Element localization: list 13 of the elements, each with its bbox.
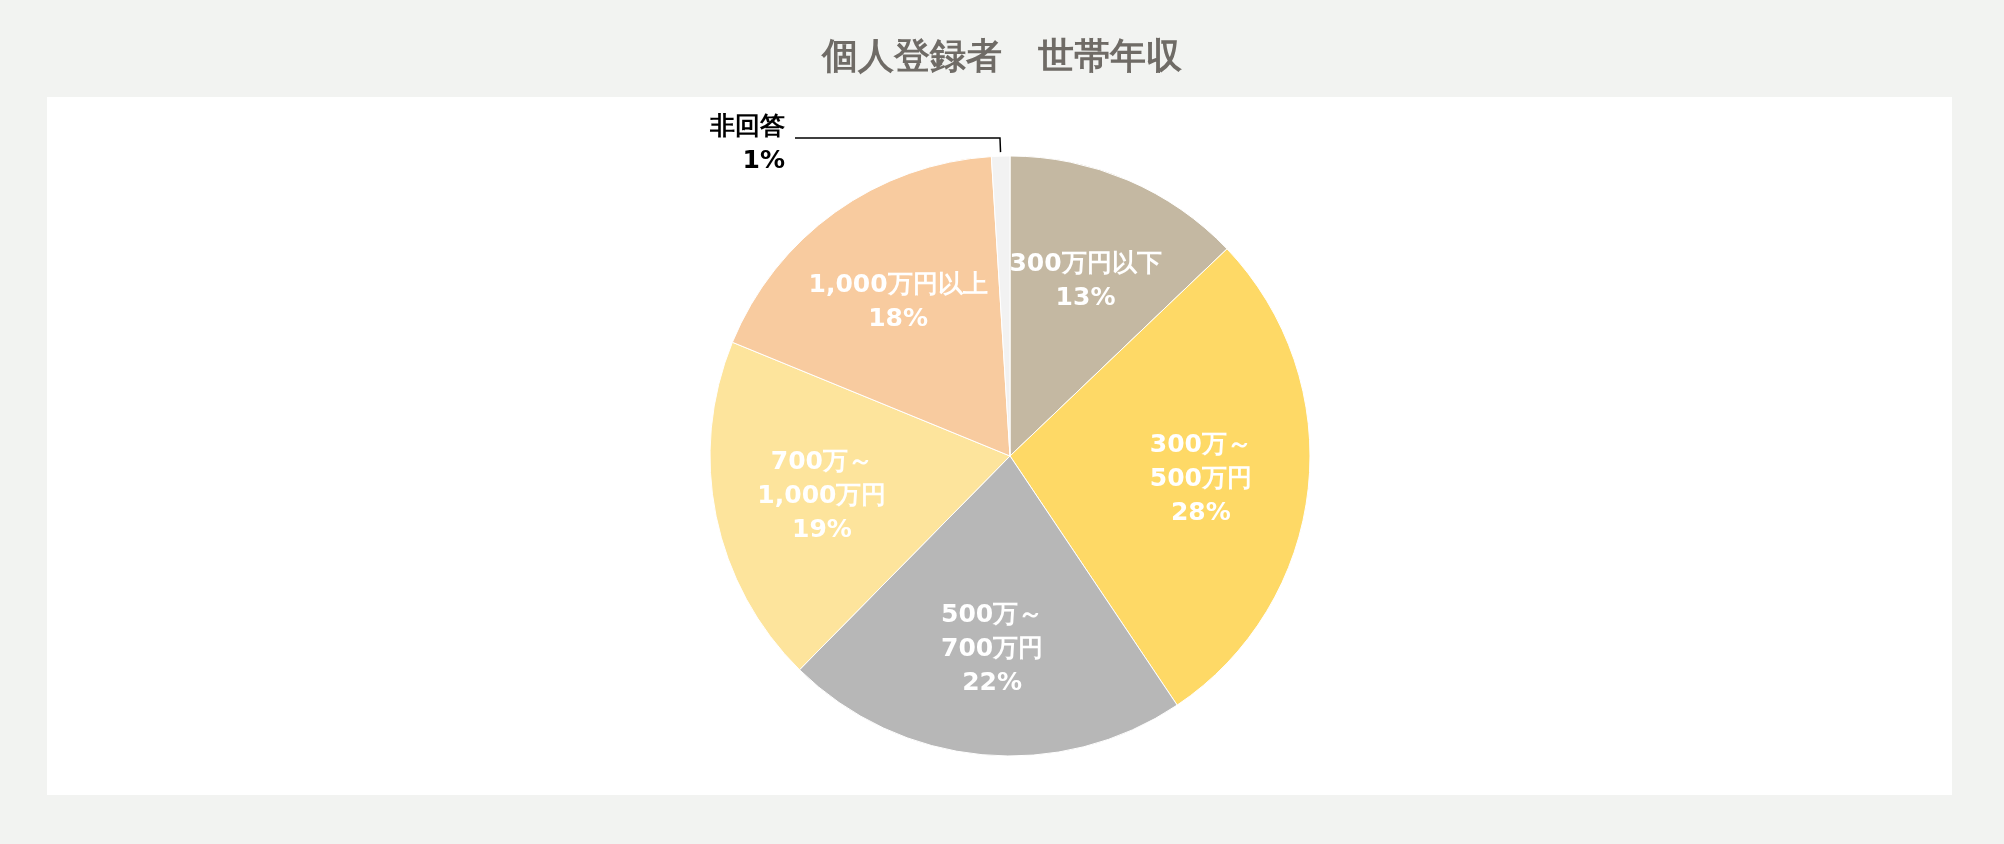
data-label: 18% xyxy=(868,302,929,332)
data-label: 28% xyxy=(1170,496,1231,526)
data-label: 22% xyxy=(962,666,1023,696)
data-label: 19% xyxy=(791,514,852,544)
slice-label: 300万円以下 xyxy=(1009,248,1162,278)
slice-label: 300万～ 500万円 xyxy=(1149,428,1252,492)
data-label: 1% xyxy=(742,145,785,174)
slice-label: 1,000万円以上 xyxy=(808,268,988,298)
chart-title: 個人登録者 世帯年収 xyxy=(820,35,1183,76)
data-label: 13% xyxy=(1055,282,1116,312)
slice-label: 700万～ 1,000万円 xyxy=(757,446,887,510)
slice-label: 500万～ 700万円 xyxy=(941,598,1044,662)
slice-label: 非回答 xyxy=(709,111,785,140)
